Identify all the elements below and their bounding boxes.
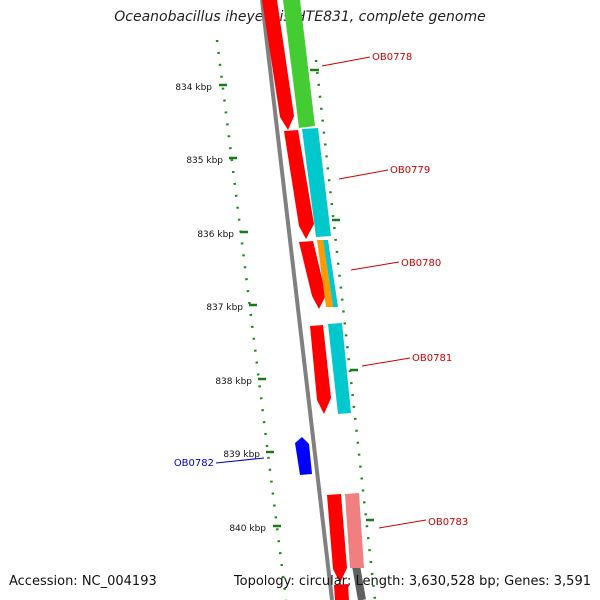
tick-label: 836 kbp [197,230,234,240]
tick-label: 840 kbp [229,524,266,534]
genome-summary: Topology: circular; Length: 3,630,528 bp… [233,574,591,589]
cog-block[interactable] [283,0,315,128]
accession-text: Accession: NC_004193 [9,574,157,589]
cog-block[interactable] [328,323,351,414]
tick-label: 838 kbp [215,377,252,387]
gene-label[interactable]: OB0780 [401,258,441,269]
gene-leader-line [321,56,371,67]
cds-arrow[interactable] [295,437,312,475]
tick-label: 837 kbp [206,303,243,313]
gene-label[interactable]: OB0781 [412,353,452,364]
cds-arrow[interactable] [262,0,294,130]
cds-arrow[interactable] [327,494,347,583]
gene-label[interactable]: OB0778 [372,52,412,63]
gene-leader-line [361,357,411,367]
cog-block[interactable] [302,128,331,237]
cds-arrow[interactable] [299,241,326,309]
gene-leader-line [338,169,389,180]
cog-block-secondary[interactable] [323,240,338,307]
gene-ob0783[interactable]: OB0783 [327,493,468,600]
gene-ob0779[interactable]: OB0779 [284,128,430,239]
cds-arrow[interactable] [310,325,331,414]
gene-label[interactable]: OB0782 [174,458,214,469]
gene-leader-line [215,457,265,464]
cds-arrow[interactable] [284,130,314,239]
gene-ob0780[interactable]: OB0780 [299,240,441,309]
tick-label: 834 kbp [175,83,212,93]
tick-label: 839 kbp [223,450,260,460]
cds-arrow-lower[interactable] [334,584,349,600]
gene-leader-line [378,519,427,529]
tick-label: 835 kbp [186,156,223,166]
gene-ob0782[interactable]: OB0782 [174,437,312,475]
gene-ob0781[interactable]: OB0781 [310,323,452,414]
gene-ob0778[interactable]: OB0778 [262,0,412,130]
gene-label[interactable]: OB0783 [428,517,468,528]
tick-marks [219,68,374,528]
gene-leader-line [350,261,400,271]
gene-label[interactable]: OB0779 [390,165,430,176]
backbone-line [260,0,334,600]
cog-block[interactable] [345,493,364,568]
cog-block[interactable] [317,240,333,307]
